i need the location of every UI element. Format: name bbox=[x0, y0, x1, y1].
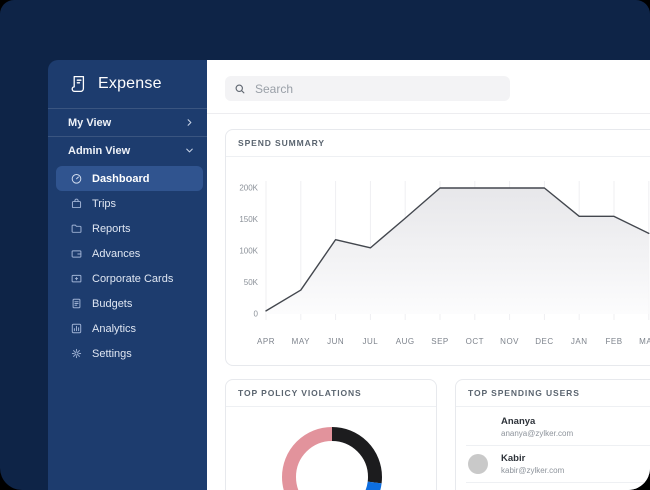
section-label: Admin View bbox=[68, 144, 131, 157]
user-name: Ananya bbox=[501, 416, 536, 427]
svg-text:SEP: SEP bbox=[431, 337, 449, 346]
svg-text:DEC: DEC bbox=[535, 337, 553, 346]
brand-logo: Expense bbox=[48, 60, 207, 108]
sidebar-item-reports[interactable]: Reports bbox=[56, 216, 203, 241]
main-content: SPEND SUMMARY 0 50K 100K 150K 200K APR MAY JUN J… bbox=[207, 60, 650, 490]
svg-text:FEB: FEB bbox=[605, 337, 622, 346]
sidebar-item-analytics[interactable]: Analytics bbox=[56, 316, 203, 341]
svg-text:100K: 100K bbox=[239, 247, 258, 256]
svg-text:OCT: OCT bbox=[466, 337, 484, 346]
sidebar-item-label: Reports bbox=[92, 222, 131, 235]
receipt-icon bbox=[68, 73, 90, 95]
search-bar[interactable] bbox=[225, 76, 510, 101]
corporate-card-icon bbox=[70, 272, 83, 285]
sidebar-item-dashboard[interactable]: Dashboard bbox=[56, 166, 203, 191]
svg-text:50K: 50K bbox=[244, 278, 259, 287]
svg-text:150K: 150K bbox=[239, 215, 258, 224]
svg-text:MAR: MAR bbox=[639, 337, 650, 346]
search-icon bbox=[234, 83, 246, 95]
budgets-document-icon bbox=[70, 297, 83, 310]
avatar bbox=[468, 454, 488, 474]
sidebar-item-settings[interactable]: Settings bbox=[56, 341, 203, 366]
chevron-right-icon bbox=[184, 117, 195, 128]
analytics-chart-icon bbox=[70, 322, 83, 335]
sidebar-nav: Dashboard Trips Reports Advances Corporate C… bbox=[48, 166, 207, 366]
svg-text:0: 0 bbox=[254, 310, 259, 319]
chevron-down-icon bbox=[184, 145, 195, 156]
policy-violations-card: TOP POLICY VIOLATIONS bbox=[225, 379, 437, 490]
spend-summary-card: SPEND SUMMARY 0 50K 100K 150K 200K APR MAY JUN J… bbox=[225, 129, 650, 366]
user-email: ananya@zylker.com bbox=[501, 429, 574, 438]
sidebar-divider bbox=[48, 136, 207, 137]
content-divider bbox=[207, 113, 650, 114]
svg-text:JUN: JUN bbox=[327, 337, 344, 346]
user-text: Kabir kabir@zylker.com bbox=[501, 452, 564, 476]
sidebar-item-label: Trips bbox=[92, 197, 117, 210]
dashboard-gauge-icon bbox=[70, 172, 83, 185]
sidebar-item-trips[interactable]: Trips bbox=[56, 191, 203, 216]
sidebar-divider bbox=[48, 108, 207, 109]
section-label: My View bbox=[68, 116, 112, 129]
svg-text:NOV: NOV bbox=[500, 337, 519, 346]
svg-text:JAN: JAN bbox=[571, 337, 588, 346]
user-name: Kabir bbox=[501, 453, 526, 464]
bottom-cards-row: TOP POLICY VIOLATIONS TOP SPENDING USERS… bbox=[225, 379, 650, 490]
svg-text:200K: 200K bbox=[239, 184, 258, 193]
sidebar-item-advances[interactable]: Advances bbox=[56, 241, 203, 266]
sidebar: Expense My View Admin View Dashboard Trip… bbox=[48, 60, 207, 490]
spend-summary-title: SPEND SUMMARY bbox=[226, 130, 650, 157]
app-window: Expense My View Admin View Dashboard Trip… bbox=[48, 60, 650, 490]
user-email: kabir@zylker.com bbox=[501, 466, 565, 475]
user-row-kabir[interactable]: Kabir kabir@zylker.com bbox=[466, 446, 650, 483]
sidebar-item-label: Dashboard bbox=[92, 172, 150, 185]
policy-violations-title: TOP POLICY VIOLATIONS bbox=[226, 380, 436, 407]
user-text: Ananya ananya@zylker.com bbox=[501, 415, 573, 439]
spending-users-title: TOP SPENDING USERS bbox=[456, 380, 650, 407]
spending-users-list: Ananya ananya@zylker.com Kabir kabir@zylker… bbox=[456, 407, 650, 483]
sidebar-item-label: Corporate Cards bbox=[92, 272, 174, 285]
sidebar-item-my-view[interactable]: My View bbox=[48, 109, 207, 136]
sidebar-item-label: Advances bbox=[92, 247, 141, 260]
svg-text:AUG: AUG bbox=[396, 337, 415, 346]
sidebar-item-budgets[interactable]: Budgets bbox=[56, 291, 203, 316]
trips-briefcase-icon bbox=[70, 197, 83, 210]
svg-text:MAY: MAY bbox=[292, 337, 310, 346]
policy-violations-donut-chart bbox=[226, 407, 436, 490]
sidebar-item-admin-view[interactable]: Admin View bbox=[48, 137, 207, 164]
user-row-ananya[interactable]: Ananya ananya@zylker.com bbox=[466, 409, 650, 446]
svg-text:APR: APR bbox=[257, 337, 275, 346]
reports-folder-icon bbox=[70, 222, 83, 235]
spending-users-card: TOP SPENDING USERS Ananya ananya@zylker.c… bbox=[455, 379, 650, 490]
svg-text:JUL: JUL bbox=[363, 337, 379, 346]
spend-summary-chart: 0 50K 100K 150K 200K APR MAY JUN JUL AUG SEP OCT NOV… bbox=[226, 157, 650, 365]
advances-wallet-icon bbox=[70, 247, 83, 260]
sidebar-item-label: Analytics bbox=[92, 322, 137, 335]
search-input[interactable] bbox=[253, 80, 501, 97]
sidebar-item-label: Settings bbox=[92, 347, 132, 360]
settings-gear-icon bbox=[70, 347, 83, 360]
sidebar-item-label: Budgets bbox=[92, 297, 133, 310]
avatar bbox=[468, 417, 488, 437]
sidebar-item-corporate-cards[interactable]: Corporate Cards bbox=[56, 266, 203, 291]
brand-name: Expense bbox=[98, 75, 162, 92]
